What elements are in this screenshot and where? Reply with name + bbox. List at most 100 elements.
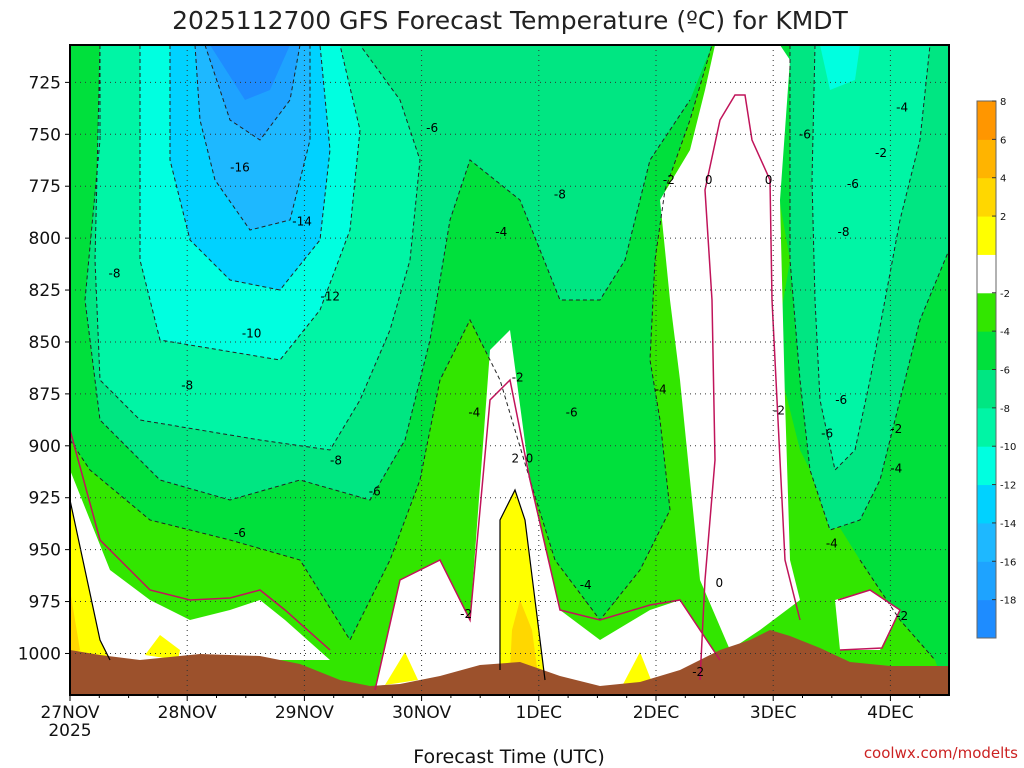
contour-label: -8: [181, 379, 193, 393]
y-tick-label: 825: [29, 281, 61, 301]
band-plus-4-left: [70, 590, 80, 655]
x-axis: 27NOV 28NOV 29NOV 30NOV 1DEC 2DEC 3DEC 4DEC: [40, 695, 921, 723]
x-tick-label: 30NOV: [392, 703, 451, 723]
contour-labels: -16 -14 -12 -10 -8 -8 -8 -8 -8 -6 -6 -6 -6 -6 -6 -6 -6 -4…: [109, 100, 909, 679]
contour-label: -6: [835, 393, 847, 407]
zero-line-mid: [374, 378, 721, 691]
x-axis-year-label: 2025: [48, 721, 91, 741]
contour-label: -4: [896, 100, 908, 114]
colorbar-label: -6: [1000, 366, 1010, 377]
y-tick-label: 725: [29, 73, 61, 93]
contour-label: -8: [838, 225, 850, 239]
y-tick-label: 800: [29, 229, 61, 249]
band-warm-left: [70, 470, 330, 660]
plot-area: -16 -14 -12 -10 -8 -8 -8 -8 -8 -6 -6 -6 -6 -6 -6 -6 -6 -4…: [69, 44, 950, 696]
colorbar-swatch: [977, 216, 996, 255]
colorbar: -18 -16 -14 -12 -10 -8 -6 -4 -2 2 4 6 8: [976, 97, 1016, 639]
contour-label: -4: [890, 462, 902, 476]
colorbar-label: 6: [1000, 135, 1006, 146]
contour-minus-6-right: [789, 45, 949, 531]
x-tick-label: 1DEC: [516, 703, 563, 723]
contour-label: -10: [242, 327, 262, 341]
contour-label: -8: [109, 266, 121, 280]
zero-line-right: [837, 589, 901, 651]
contour-minus-12: [169, 45, 331, 291]
contour-label: -16: [230, 161, 250, 175]
band-plus-2-small2: [385, 652, 418, 685]
contour-label: 2: [512, 451, 520, 465]
y-tick-label: 850: [29, 333, 61, 353]
contour-label: 0: [526, 451, 534, 465]
x-tick-label: 29NOV: [275, 703, 334, 723]
x-tick-label: 27NOV: [40, 703, 99, 723]
contour-label: -6: [799, 127, 811, 141]
y-tick-label: 925: [29, 489, 61, 509]
contour-label: -2: [896, 609, 908, 623]
contour-minus-8-right: [811, 45, 931, 472]
x-tick-label: 4DEC: [867, 703, 914, 723]
contour-label: -4: [580, 578, 592, 592]
contour-label: -2: [692, 665, 704, 679]
colorbar-swatch: [977, 561, 996, 601]
y-tick-label: 750: [29, 125, 61, 145]
band-minus-10b: [820, 45, 860, 90]
y-tick-label: 900: [29, 437, 61, 457]
contour-minus-16: [204, 45, 301, 141]
y-tick-label: 775: [29, 177, 61, 197]
zero-line-column-left: [699, 94, 801, 681]
contour-label: -4: [655, 383, 667, 397]
colorbar-label: 2: [1000, 212, 1006, 223]
contour-label: -2: [512, 370, 524, 384]
band-minus-8b: [812, 45, 930, 470]
y-tick-label: 950: [29, 541, 61, 561]
band-warm-column: [660, 45, 800, 650]
y-tick-label: 975: [29, 593, 61, 613]
contour-label: -2: [460, 607, 472, 621]
band-plus-4-mid: [510, 600, 538, 675]
colorbar-swatch: [977, 407, 996, 447]
colorbar-swatch: [977, 446, 996, 486]
colorbar-label: -12: [1000, 481, 1016, 492]
colorbar-swatch: [977, 254, 996, 294]
chart-title: 2025112700 GFS Forecast Temperature (ºC)…: [172, 6, 848, 35]
colorbar-swatch: [977, 177, 996, 217]
contour-label: 0: [705, 173, 713, 187]
warm-contour-lines: [70, 488, 546, 681]
colorbar-label: -4: [1000, 327, 1010, 338]
credit-text: coolwx.com/modelts: [864, 744, 1018, 762]
contour-plus-2-left: [70, 499, 111, 661]
contour-label: -8: [554, 188, 566, 202]
colorbar-label: 4: [1000, 174, 1006, 185]
band-warm-mid: [375, 330, 720, 690]
contour-label: -4: [495, 225, 507, 239]
band-plus-2-small: [145, 635, 180, 660]
band-plus-2-mid: [500, 490, 545, 680]
colorbar-label: -14: [1000, 519, 1016, 530]
band-minus-18: [210, 45, 290, 100]
x-axis-title: Forecast Time (UTC): [413, 746, 604, 768]
colorbar-swatch: [977, 292, 996, 332]
band-warm-right: [835, 590, 900, 650]
colorbar-label: 8: [1000, 97, 1006, 108]
colorbar-swatch: [977, 101, 996, 140]
contour-label: -6: [234, 526, 246, 540]
contour-plus-2-mid: [499, 488, 546, 681]
contour-minus-14: [194, 45, 311, 231]
contour-label: -14: [292, 215, 312, 229]
contour-label: -6: [369, 484, 381, 498]
contour-label: -6: [847, 177, 859, 191]
colorbar-label: -2: [1000, 289, 1010, 300]
zero-line-left: [70, 429, 331, 651]
contour-label: -2: [663, 173, 675, 187]
contour-label: -6: [566, 406, 578, 420]
x-tick-label: 28NOV: [158, 703, 217, 723]
zero-degree-lines: [70, 94, 901, 691]
band-plus-2-left: [70, 500, 110, 660]
y-tick-label: 1000: [18, 644, 61, 664]
contour-label: -2: [773, 403, 785, 417]
colorbar-label: -18: [1000, 596, 1016, 607]
grid-lines: [70, 45, 949, 695]
colorbar-label: -16: [1000, 557, 1016, 568]
colorbar-swatch: [977, 599, 996, 639]
